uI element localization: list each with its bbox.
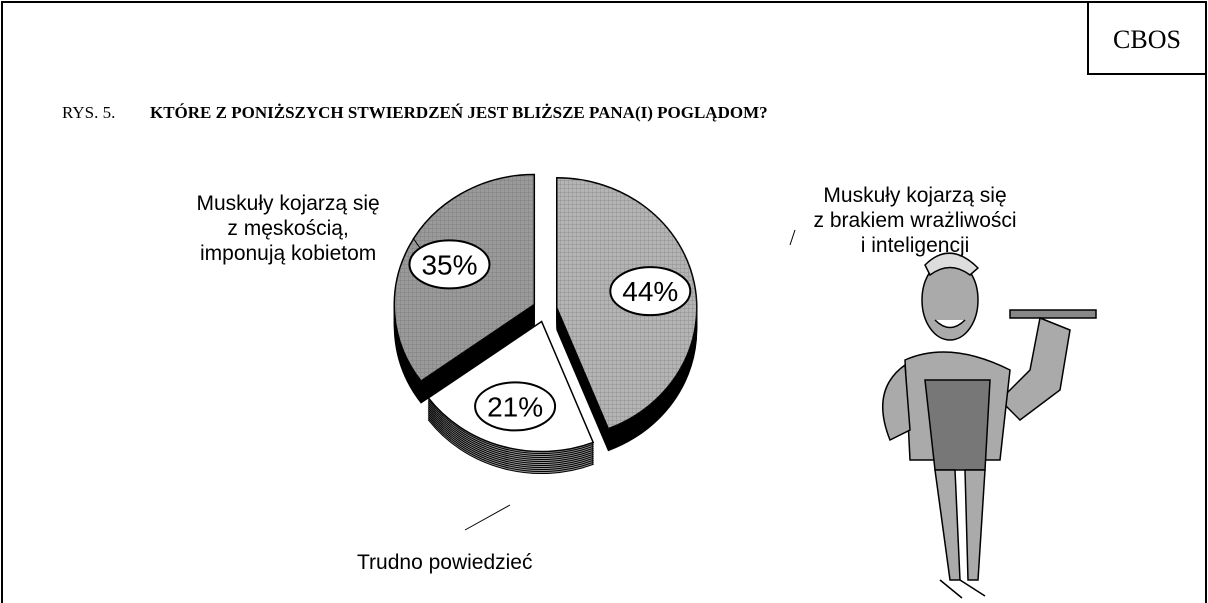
category-label: Muskuły kojarzą się z brakiem wrażliwośc…	[813, 183, 1017, 257]
value-label-bubble	[474, 381, 557, 432]
category-label: Muskuły kojarzą się z męskością, imponuj…	[196, 191, 380, 265]
figure-label: RYS. 5.	[62, 103, 115, 122]
category-label: Trudno powiedzieć	[357, 550, 533, 574]
leader-line	[412, 237, 421, 249]
leader-line	[789, 229, 796, 246]
leader-line	[464, 504, 511, 531]
cartoon-figure	[882, 252, 1097, 599]
value-label-bubble	[408, 239, 491, 290]
value-label: 35%	[421, 249, 477, 280]
pie: 44% 21% 35%	[393, 173, 796, 531]
value-label: 44%	[622, 276, 678, 307]
source: CBOS	[1113, 25, 1181, 54]
source-box	[1087, 1, 1207, 75]
value-label: 21%	[487, 391, 543, 422]
chart-title: KTÓRE Z PONIŻSZYCH STWIERDZEŃ JEST BLIŻS…	[150, 103, 768, 122]
value-label-bubble	[609, 266, 692, 317]
